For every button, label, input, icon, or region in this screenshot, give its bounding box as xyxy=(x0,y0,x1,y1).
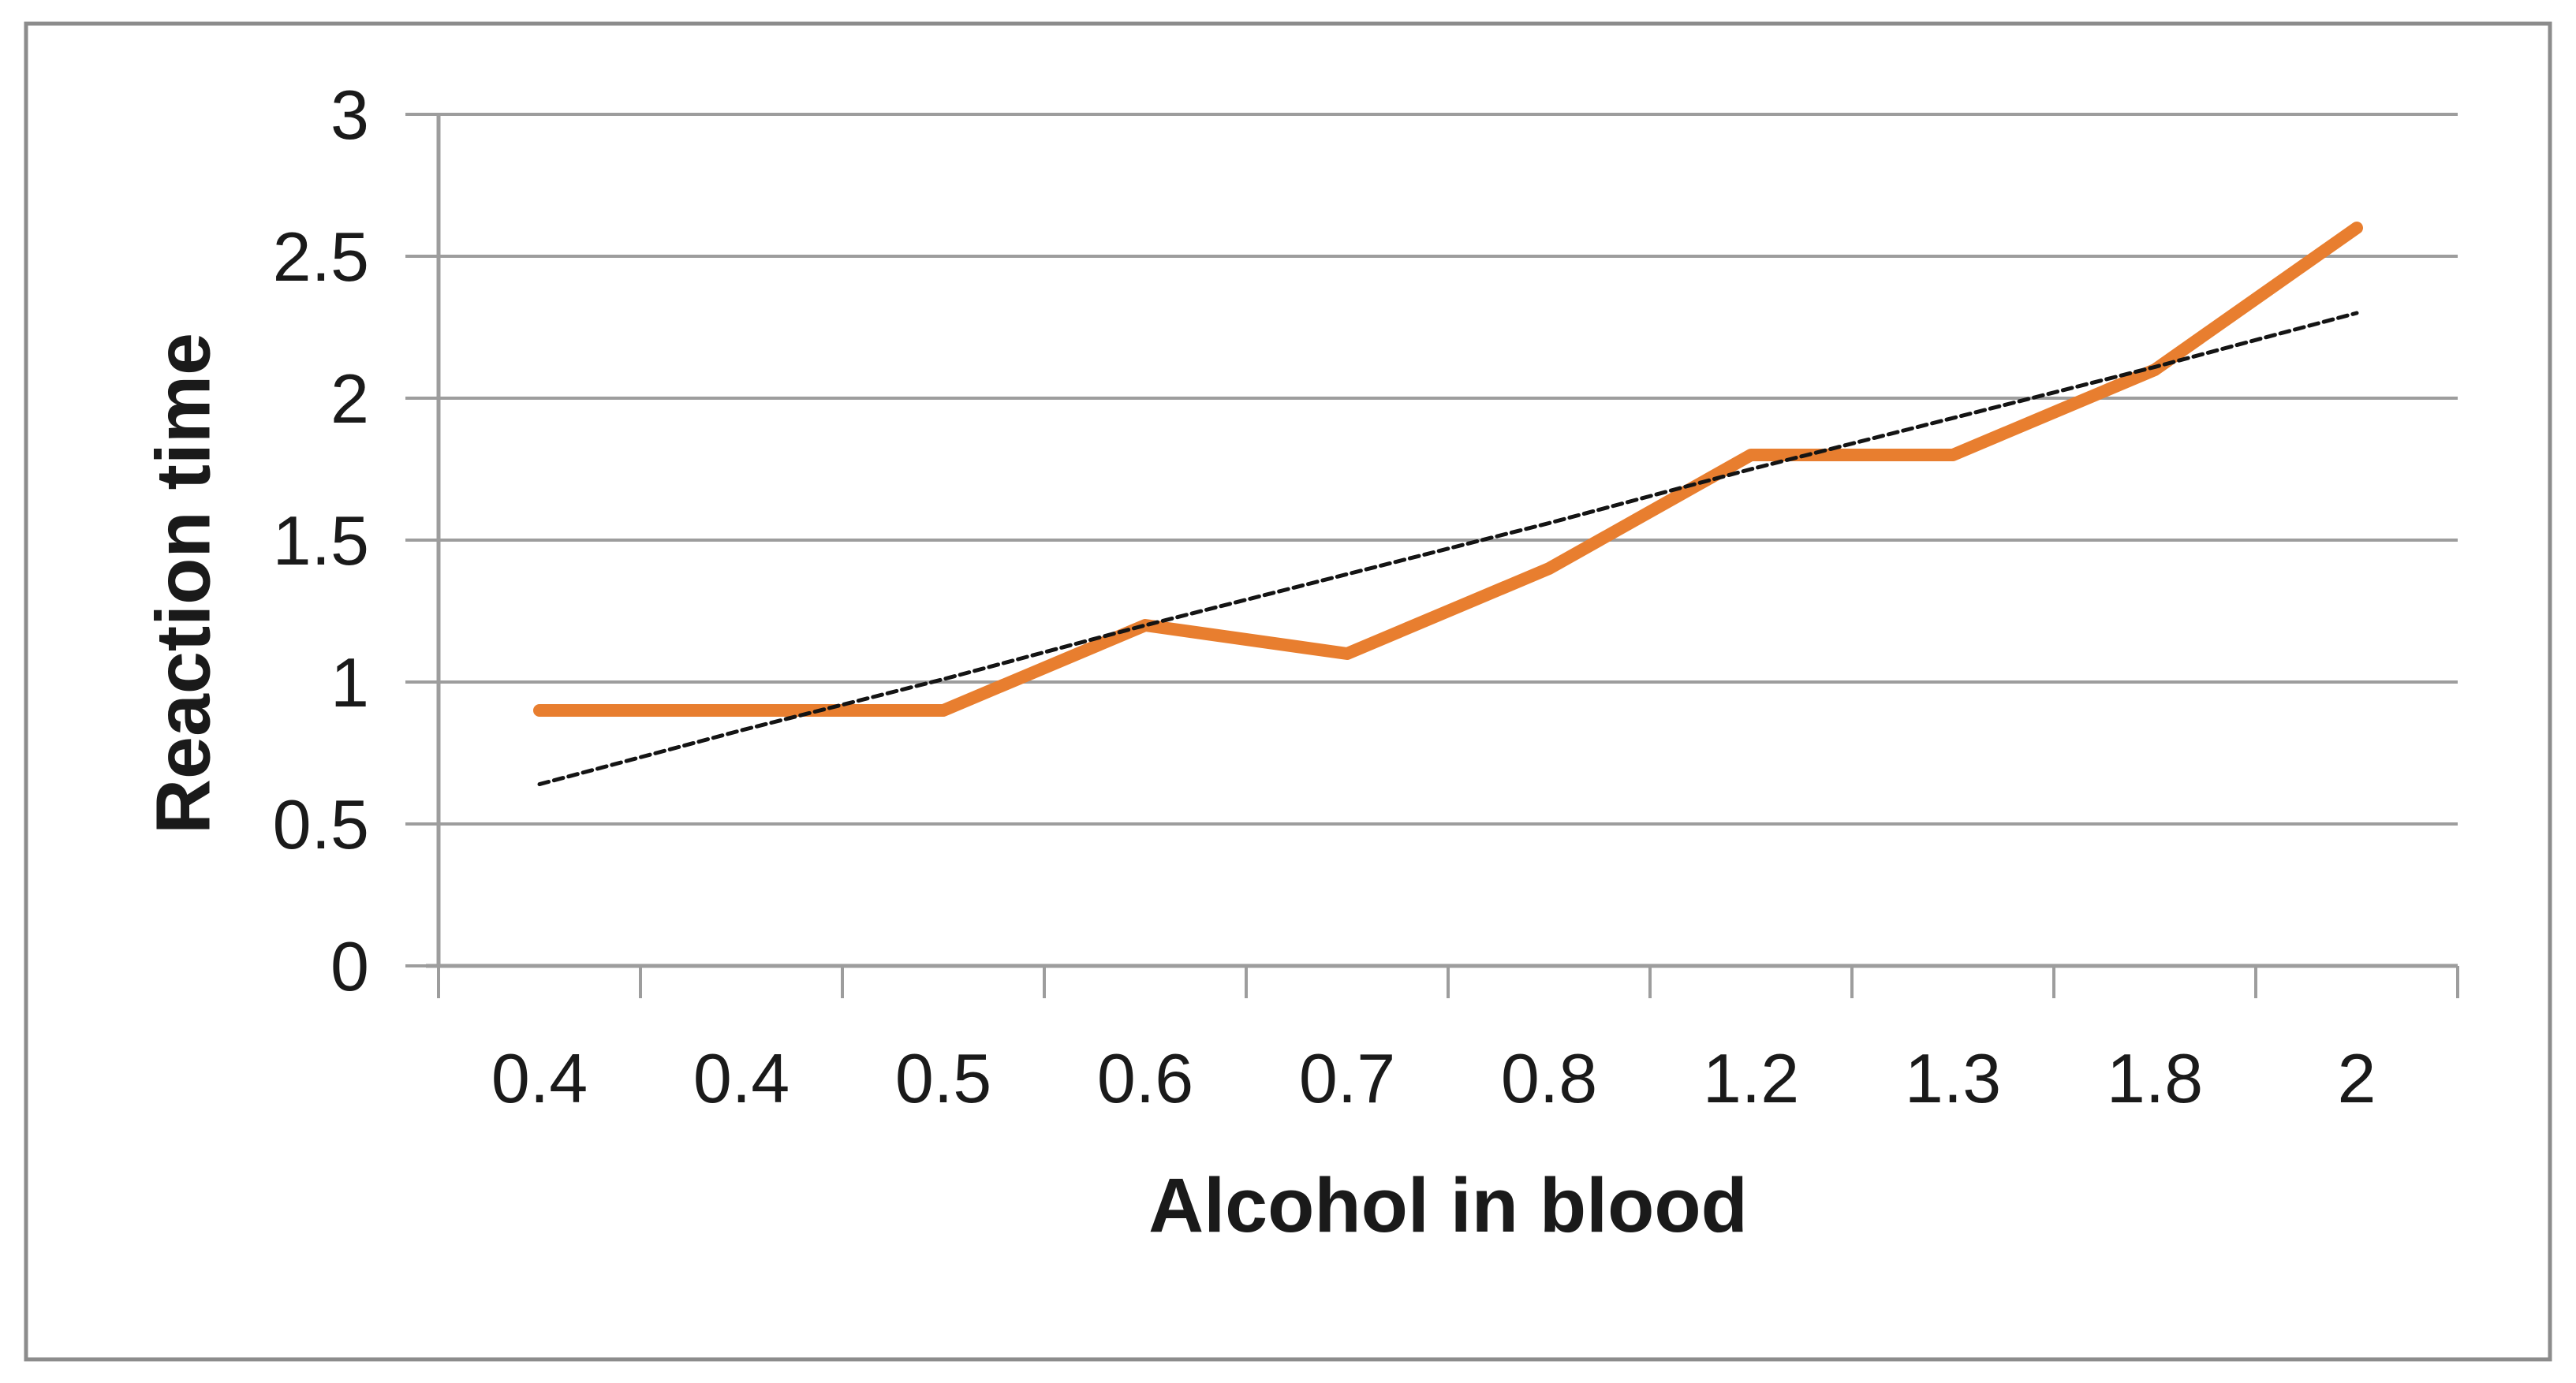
x-tick-label: 1.2 xyxy=(1703,1039,1799,1117)
y-tick-label: 2.5 xyxy=(273,218,369,296)
x-tick-labels-group: 0.4 0.4 0.5 0.6 0.7 0.8 1.2 1.3 1.8 2 xyxy=(491,1039,2376,1117)
gridlines-group xyxy=(439,113,2458,826)
series-line-linear-trendline xyxy=(537,311,2359,787)
y-tick-label: 1.5 xyxy=(273,501,369,580)
y-tick-label: 1 xyxy=(330,643,369,721)
series-line-reaction-time xyxy=(533,222,2363,717)
y-tick-label: 0 xyxy=(330,927,369,1005)
y-tick-label: 2 xyxy=(330,360,369,438)
x-tick-label: 0.4 xyxy=(491,1039,588,1117)
series-lines-group xyxy=(533,222,2363,787)
y-axis-title: Reaction time xyxy=(140,333,226,834)
y-tick-labels-group: 0 0.5 1 1.5 2 2.5 3 xyxy=(273,76,369,1005)
axis-ticks-group xyxy=(405,113,2459,998)
x-axis-title: Alcohol in blood xyxy=(1148,1162,1748,1248)
chart-frame-border xyxy=(24,21,2552,1362)
x-tick-label: 0.4 xyxy=(693,1039,790,1117)
x-tick-label: 2 xyxy=(2338,1039,2376,1117)
x-tick-label: 1.8 xyxy=(2107,1039,2203,1117)
x-tick-label: 0.7 xyxy=(1299,1039,1395,1117)
y-tick-label: 3 xyxy=(330,76,369,154)
x-tick-label: 0.8 xyxy=(1501,1039,1597,1117)
x-tick-label: 1.3 xyxy=(1905,1039,2001,1117)
x-tick-label: 0.6 xyxy=(1097,1039,1193,1117)
x-tick-label: 0.5 xyxy=(895,1039,991,1117)
y-tick-label: 0.5 xyxy=(273,785,369,863)
